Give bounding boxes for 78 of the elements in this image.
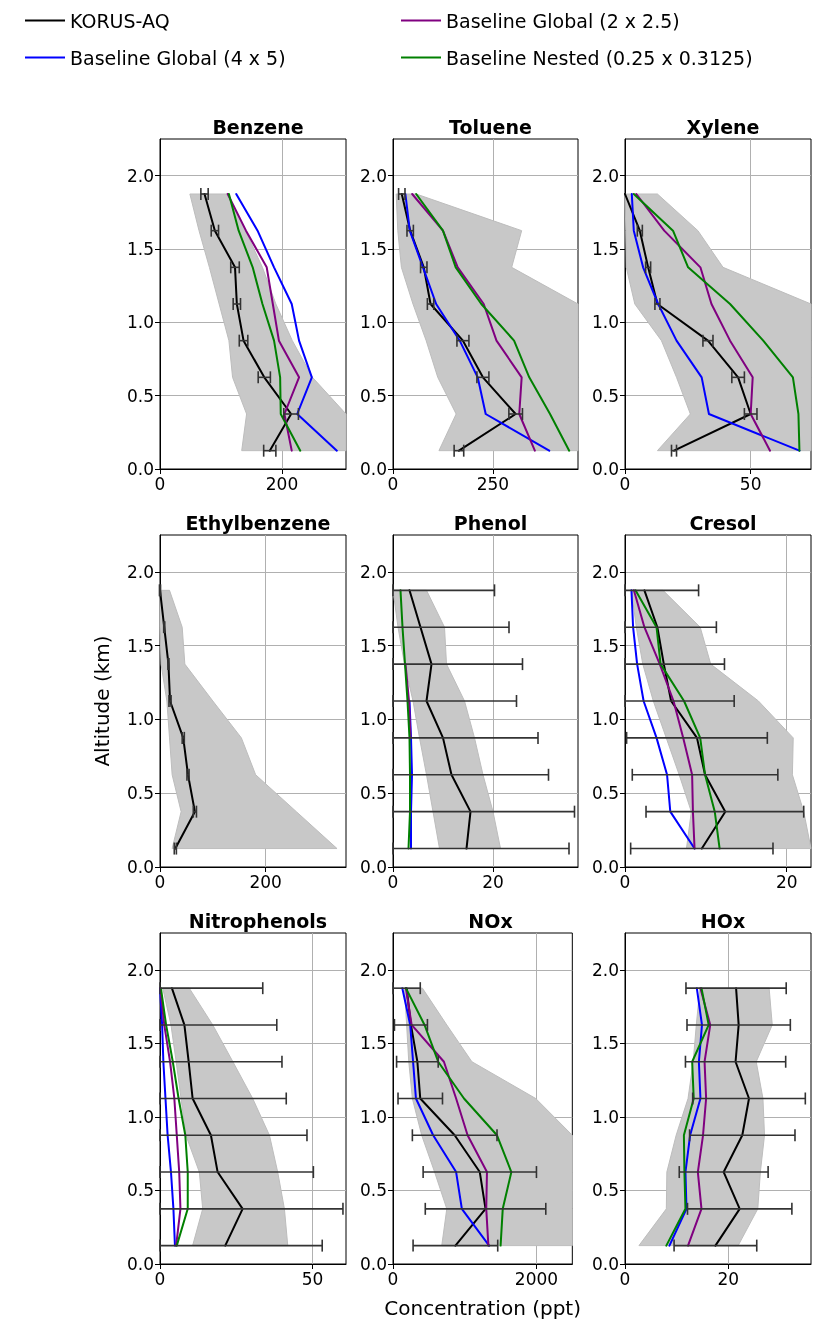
y-tick-label: 0.5 — [359, 1180, 387, 1201]
y-tick-label: 1.5 — [126, 1033, 154, 1054]
chart-title: Cresol — [689, 511, 757, 534]
x-tick-label: 200 — [249, 871, 282, 892]
y-tick-label: 2.0 — [359, 561, 387, 582]
y-tick-label: 0.5 — [359, 385, 387, 406]
x-tick-label: 20 — [482, 871, 504, 892]
y-tick-label: 2.0 — [126, 165, 154, 186]
y-tick-label: 1.5 — [591, 635, 619, 656]
x-axis-title: Concentration (ppt) — [384, 1296, 581, 1320]
y-tick-label: 2.0 — [591, 165, 619, 186]
x-tick-label: 0 — [619, 871, 631, 892]
y-tick-label: 2.0 — [359, 959, 387, 980]
x-tick-label: 0 — [387, 871, 399, 892]
y-tick-label: 0.5 — [126, 385, 154, 406]
x-tick-label: 50 — [301, 1268, 324, 1289]
y-tick-label: 0.0 — [591, 1254, 619, 1274]
chart-title: Toluene — [449, 115, 532, 138]
y-tick-label: 2.0 — [126, 959, 154, 980]
x-tick-label: 200 — [265, 473, 299, 494]
y-tick-label: 1.0 — [359, 709, 387, 730]
y-tick-label: 1.5 — [359, 635, 387, 656]
y-tick-label: 2.0 — [126, 561, 154, 582]
legend-label: Baseline Global (4 x 5) — [70, 46, 286, 69]
y-tick-label: 1.5 — [359, 1033, 387, 1054]
chart-title: HOx — [700, 909, 746, 932]
legend-label: KORUS-AQ — [70, 9, 170, 32]
x-tick-label: 50 — [739, 473, 762, 494]
x-tick-label: 0 — [154, 473, 166, 494]
y-tick-label: 0.0 — [126, 857, 154, 877]
y-tick-label: 0.0 — [359, 857, 387, 877]
y-tick-label: 0.0 — [359, 459, 387, 479]
y-tick-label: 1.0 — [126, 1106, 154, 1127]
x-tick-label: 250 — [476, 473, 510, 494]
y-tick-label: 1.5 — [591, 239, 619, 259]
y-tick-label: 1.0 — [126, 312, 154, 333]
y-tick-label: 0.5 — [591, 385, 619, 406]
y-tick-label: 1.0 — [591, 312, 619, 333]
y-tick-label: 1.0 — [591, 709, 619, 730]
x-tick-label: 0 — [387, 1268, 399, 1289]
y-tick-label: 2.0 — [591, 561, 619, 582]
x-tick-label: 2000 — [514, 1268, 559, 1289]
y-tick-label: 0.5 — [591, 783, 619, 804]
y-tick-label: 0.0 — [126, 459, 154, 479]
chart-title: Nitrophenols — [188, 909, 328, 932]
y-tick-label: 1.0 — [126, 709, 154, 730]
y-tick-label: 1.5 — [591, 1033, 619, 1054]
y-tick-label: 1.0 — [359, 312, 387, 333]
y-tick-label: 2.0 — [591, 959, 619, 980]
y-tick-label: 0.5 — [126, 1180, 154, 1201]
y-tick-label: 2.0 — [359, 165, 387, 186]
x-tick-label: 0 — [619, 473, 631, 494]
y-tick-label: 0.5 — [359, 783, 387, 804]
chart-title: Benzene — [212, 115, 304, 138]
y-tick-label: 1.0 — [591, 1106, 619, 1127]
y-tick-label: 1.5 — [126, 239, 154, 259]
chart-title: Xylene — [686, 115, 760, 138]
y-tick-label: 0.0 — [591, 857, 619, 877]
legend-label: Baseline Global (2 x 2.5) — [446, 9, 680, 32]
chart-title: NOx — [468, 909, 513, 932]
y-axis-title: Altitude (km) — [90, 635, 114, 767]
y-tick-label: 1.5 — [126, 635, 154, 656]
x-tick-label: 0 — [154, 1268, 166, 1289]
y-tick-label: 0.0 — [591, 459, 619, 479]
x-tick-label: 0 — [154, 871, 166, 892]
y-tick-label: 0.0 — [359, 1254, 387, 1274]
x-tick-label: 20 — [717, 1268, 740, 1289]
y-tick-label: 1.0 — [359, 1106, 387, 1127]
x-tick-label: 0 — [387, 473, 399, 494]
chart-title: Ethylbenzene — [185, 511, 331, 534]
x-tick-label: 20 — [775, 871, 798, 892]
y-tick-label: 0.5 — [591, 1180, 619, 1201]
x-tick-label: 0 — [619, 1268, 631, 1289]
chart-title: Phenol — [453, 511, 528, 534]
y-tick-label: 1.5 — [359, 239, 387, 259]
y-tick-label: 0.0 — [126, 1254, 154, 1274]
y-tick-label: 0.5 — [126, 783, 154, 804]
legend-label: Baseline Nested (0.25 x 0.3125) — [446, 46, 753, 69]
